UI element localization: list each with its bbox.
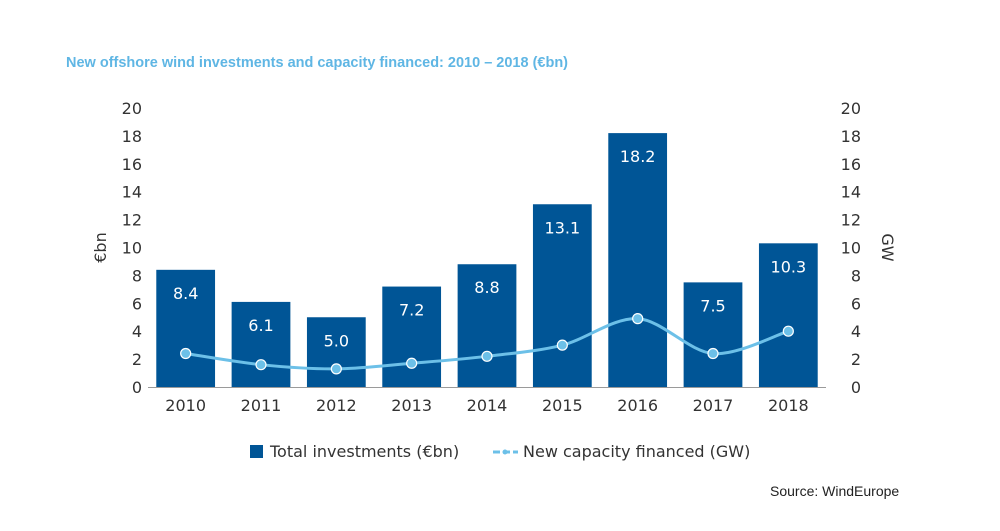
x-tick-label: 2011 (241, 396, 282, 415)
y2-tick-label: 20 (841, 99, 861, 118)
bar (532, 204, 592, 387)
line-point (782, 325, 794, 337)
bar-data-label: 13.1 (545, 218, 581, 237)
bar-data-label: 7.2 (399, 301, 424, 320)
bar (758, 243, 818, 387)
line-point (330, 363, 342, 375)
legend: Total investments (€bn) New capacity fina… (250, 442, 750, 461)
y-tick-label: 18 (122, 127, 142, 146)
y2-tick-label: 18 (841, 127, 861, 146)
y-tick-label: 10 (122, 239, 142, 258)
y-tick-label: 16 (122, 155, 142, 174)
bar (683, 282, 743, 387)
y2-tick-label: 16 (841, 155, 861, 174)
legend-bar-label: Total investments (€bn) (269, 442, 459, 461)
y2-tick-label: 0 (851, 378, 861, 397)
line-point (632, 313, 644, 325)
legend-line-label: New capacity financed (GW) (523, 442, 750, 461)
left-axis: 0 2 4 6 8 10 12 14 16 18 20 €bn (91, 99, 142, 397)
source-note: Source: WindEurope (770, 483, 900, 499)
y-tick-label: 2 (132, 350, 142, 369)
bar-data-label: 10.3 (771, 257, 807, 276)
line-point (180, 347, 192, 360)
bar-data-label: 5.0 (324, 331, 349, 350)
x-tick-label: 2017 (693, 396, 734, 415)
y2-tick-label: 4 (851, 322, 861, 341)
line-series (180, 313, 794, 375)
right-axis: 0 2 4 6 8 10 12 14 16 18 20 GW (841, 99, 897, 397)
y-tick-label: 0 (132, 378, 142, 397)
legend-line-marker (502, 449, 508, 455)
x-tick-label: 2014 (467, 396, 508, 415)
x-tick-label: 2013 (391, 396, 432, 415)
line-point (406, 357, 418, 369)
y-axis-title: €bn (91, 232, 110, 262)
chart-title: New offshore wind investments and capaci… (66, 55, 569, 71)
y2-tick-label: 2 (851, 350, 861, 369)
y2-tick-label: 14 (841, 183, 861, 202)
y-tick-label: 4 (132, 322, 142, 341)
bar-data-label: 8.8 (474, 278, 499, 297)
x-tick-label: 2016 (617, 396, 658, 415)
y-tick-label: 12 (122, 211, 142, 230)
bar-data-label: 6.1 (248, 316, 273, 335)
bar-labels: 8.4 6.1 5.0 7.2 8.8 13.1 18.2 7.5 10.3 (173, 147, 806, 350)
bar-data-label: 7.5 (700, 296, 725, 315)
bar (382, 286, 442, 387)
bar-data-label: 18.2 (620, 147, 656, 166)
x-tick-label: 2012 (316, 396, 357, 415)
line-point (707, 347, 719, 360)
y2-tick-label: 10 (841, 239, 861, 258)
legend-bar-swatch (250, 445, 263, 458)
line-point (556, 339, 568, 351)
y-tick-label: 14 (122, 183, 142, 202)
y2-tick-label: 12 (841, 211, 861, 230)
x-axis: 2010 2011 2012 2013 2014 2015 2016 2017 2018 (148, 387, 826, 415)
y2-axis-title: GW (878, 233, 897, 261)
bar (457, 264, 517, 387)
bar-series (156, 133, 818, 387)
x-tick-label: 2015 (542, 396, 583, 415)
y2-tick-label: 6 (851, 294, 861, 313)
line-point (481, 350, 493, 362)
y-tick-label: 20 (122, 99, 142, 118)
bar-data-label: 8.4 (173, 284, 198, 303)
y2-tick-label: 8 (851, 266, 861, 285)
x-tick-label: 2018 (768, 396, 809, 415)
bar (608, 133, 668, 387)
y-tick-label: 8 (132, 266, 142, 285)
x-tick-label: 2010 (165, 396, 206, 415)
bar (306, 317, 366, 387)
y-tick-label: 6 (132, 294, 142, 313)
bar (156, 269, 216, 387)
line-point (255, 359, 267, 371)
bar (231, 301, 291, 387)
